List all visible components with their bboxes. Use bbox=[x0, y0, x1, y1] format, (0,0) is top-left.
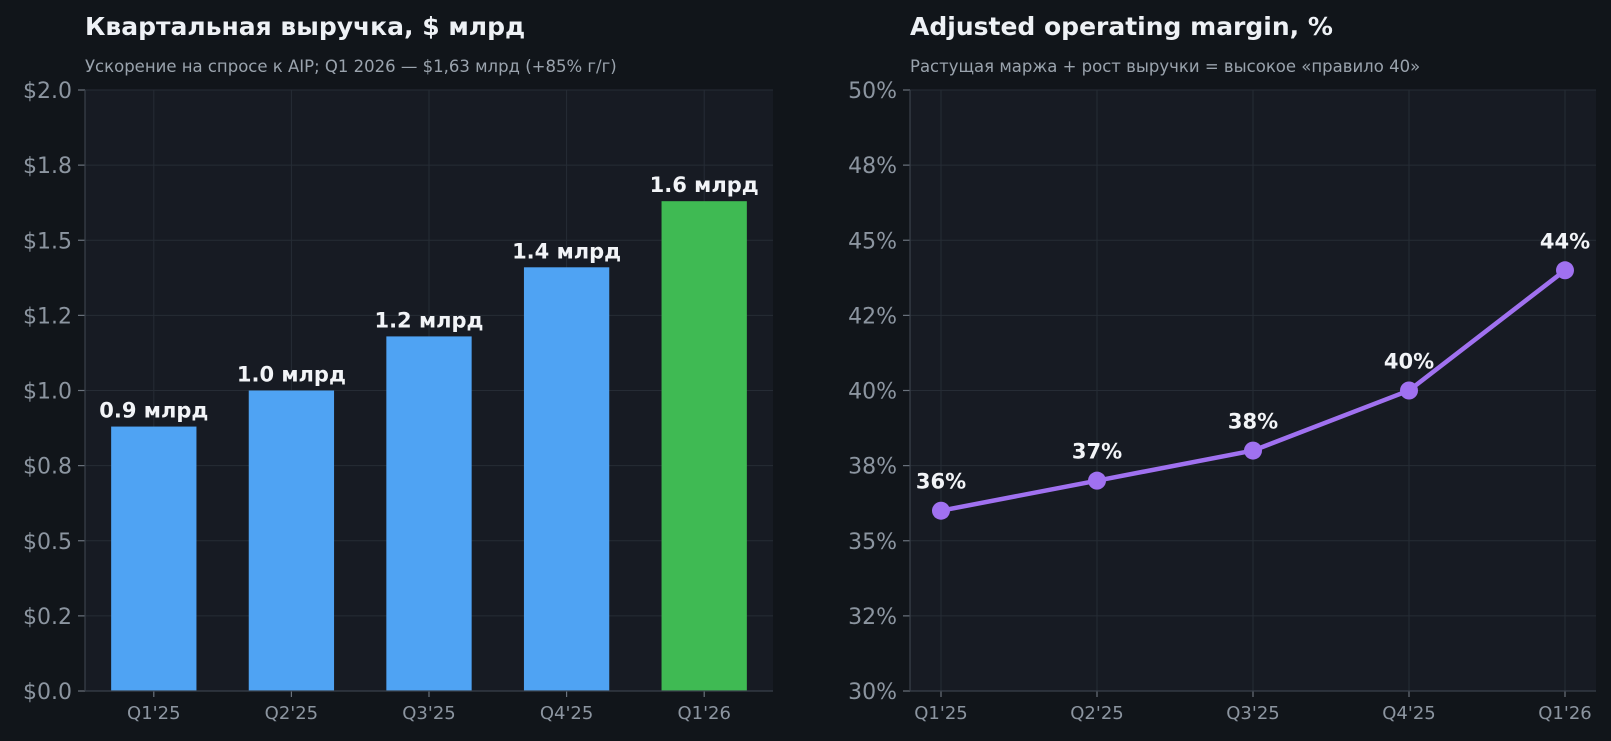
revenue-bar bbox=[386, 336, 472, 691]
margin-point bbox=[1088, 471, 1106, 490]
revenue-bar-label: 1.2 млрд bbox=[374, 308, 483, 332]
margin-ytick-label: 38% bbox=[848, 455, 897, 480]
revenue-bar-label: 0.9 млрд bbox=[99, 399, 208, 423]
margin-chart-subtitle: Растущая маржа + рост выручки = высокое … bbox=[910, 57, 1420, 76]
margin-point-label: 37% bbox=[1072, 440, 1122, 464]
revenue-bar-label: 1.4 млрд bbox=[512, 239, 621, 263]
margin-ytick-label: 30% bbox=[848, 680, 897, 705]
revenue-ytick-label: $1.0 bbox=[23, 380, 72, 405]
margin-point-label: 38% bbox=[1228, 410, 1278, 434]
margin-xtick-label: Q2'25 bbox=[1070, 703, 1123, 724]
revenue-bar bbox=[661, 201, 747, 691]
margin-plot-area: 30% 32% 35% 38% 40% 42% 45% 48% 50% 36% Q1'25 37% Q2… bbox=[848, 79, 1596, 724]
revenue-ytick-label: $0.2 bbox=[23, 605, 72, 630]
revenue-bar bbox=[523, 267, 610, 691]
revenue-ytick-label: $1.5 bbox=[23, 229, 72, 254]
revenue-xtick-label: Q4'25 bbox=[540, 703, 593, 724]
revenue-xtick-label: Q1'25 bbox=[127, 703, 180, 724]
margin-ytick-label: 32% bbox=[848, 605, 897, 630]
margin-ytick-label: 42% bbox=[848, 304, 897, 329]
revenue-ytick-label: $1.2 bbox=[23, 304, 72, 329]
revenue-xtick-label: Q1'26 bbox=[677, 703, 730, 724]
revenue-ytick-label: $1.8 bbox=[23, 154, 72, 179]
revenue-ytick-label: $0.0 bbox=[23, 680, 72, 705]
margin-point-label: 40% bbox=[1384, 350, 1434, 374]
revenue-chart-title: Квартальная выручка, $ млрд bbox=[85, 12, 525, 41]
margin-ytick-label: 35% bbox=[848, 530, 897, 555]
revenue-xtick-label: Q3'25 bbox=[402, 703, 455, 724]
margin-xtick-label: Q1'25 bbox=[914, 703, 967, 724]
margin-xtick-label: Q4'25 bbox=[1382, 703, 1435, 724]
revenue-ytick-label: $0.5 bbox=[23, 530, 72, 555]
revenue-bar-label: 1.0 млрд bbox=[237, 363, 346, 387]
revenue-ytick-label: $2.0 bbox=[23, 79, 72, 104]
margin-xtick-label: Q1'26 bbox=[1538, 703, 1591, 724]
margin-ytick-label: 50% bbox=[848, 79, 897, 104]
margin-ytick-label: 45% bbox=[848, 229, 897, 254]
revenue-plot-area: $0.0 $0.2 $0.5 $0.8 $1.0 $1.2 $1.5 $1.8 $2.0 0.9 … bbox=[23, 79, 773, 724]
margin-point-label: 44% bbox=[1540, 229, 1590, 253]
margin-point bbox=[1244, 441, 1262, 460]
margin-xtick-label: Q3'25 bbox=[1226, 703, 1279, 724]
margin-point bbox=[1556, 261, 1574, 280]
revenue-bar bbox=[111, 426, 197, 691]
margin-point bbox=[932, 501, 950, 520]
revenue-bar-chart: Квартальная выручка, $ млрд Ускорение на… bbox=[23, 12, 773, 724]
margin-point bbox=[1400, 381, 1418, 400]
margin-point-label: 36% bbox=[916, 470, 966, 494]
revenue-bar-label: 1.6 млрд bbox=[650, 173, 759, 197]
margin-ytick-label: 48% bbox=[848, 154, 897, 179]
revenue-bar bbox=[248, 390, 335, 691]
margin-chart-title: Adjusted operating margin, % bbox=[910, 12, 1333, 41]
margin-ytick-label: 40% bbox=[848, 380, 897, 405]
revenue-xtick-label: Q2'25 bbox=[265, 703, 318, 724]
margin-line-chart: Adjusted operating margin, % Растущая ма… bbox=[848, 12, 1596, 724]
revenue-chart-subtitle: Ускорение на спросе к AIP; Q1 2026 — $1,… bbox=[85, 57, 617, 76]
revenue-ytick-label: $0.8 bbox=[23, 455, 72, 480]
